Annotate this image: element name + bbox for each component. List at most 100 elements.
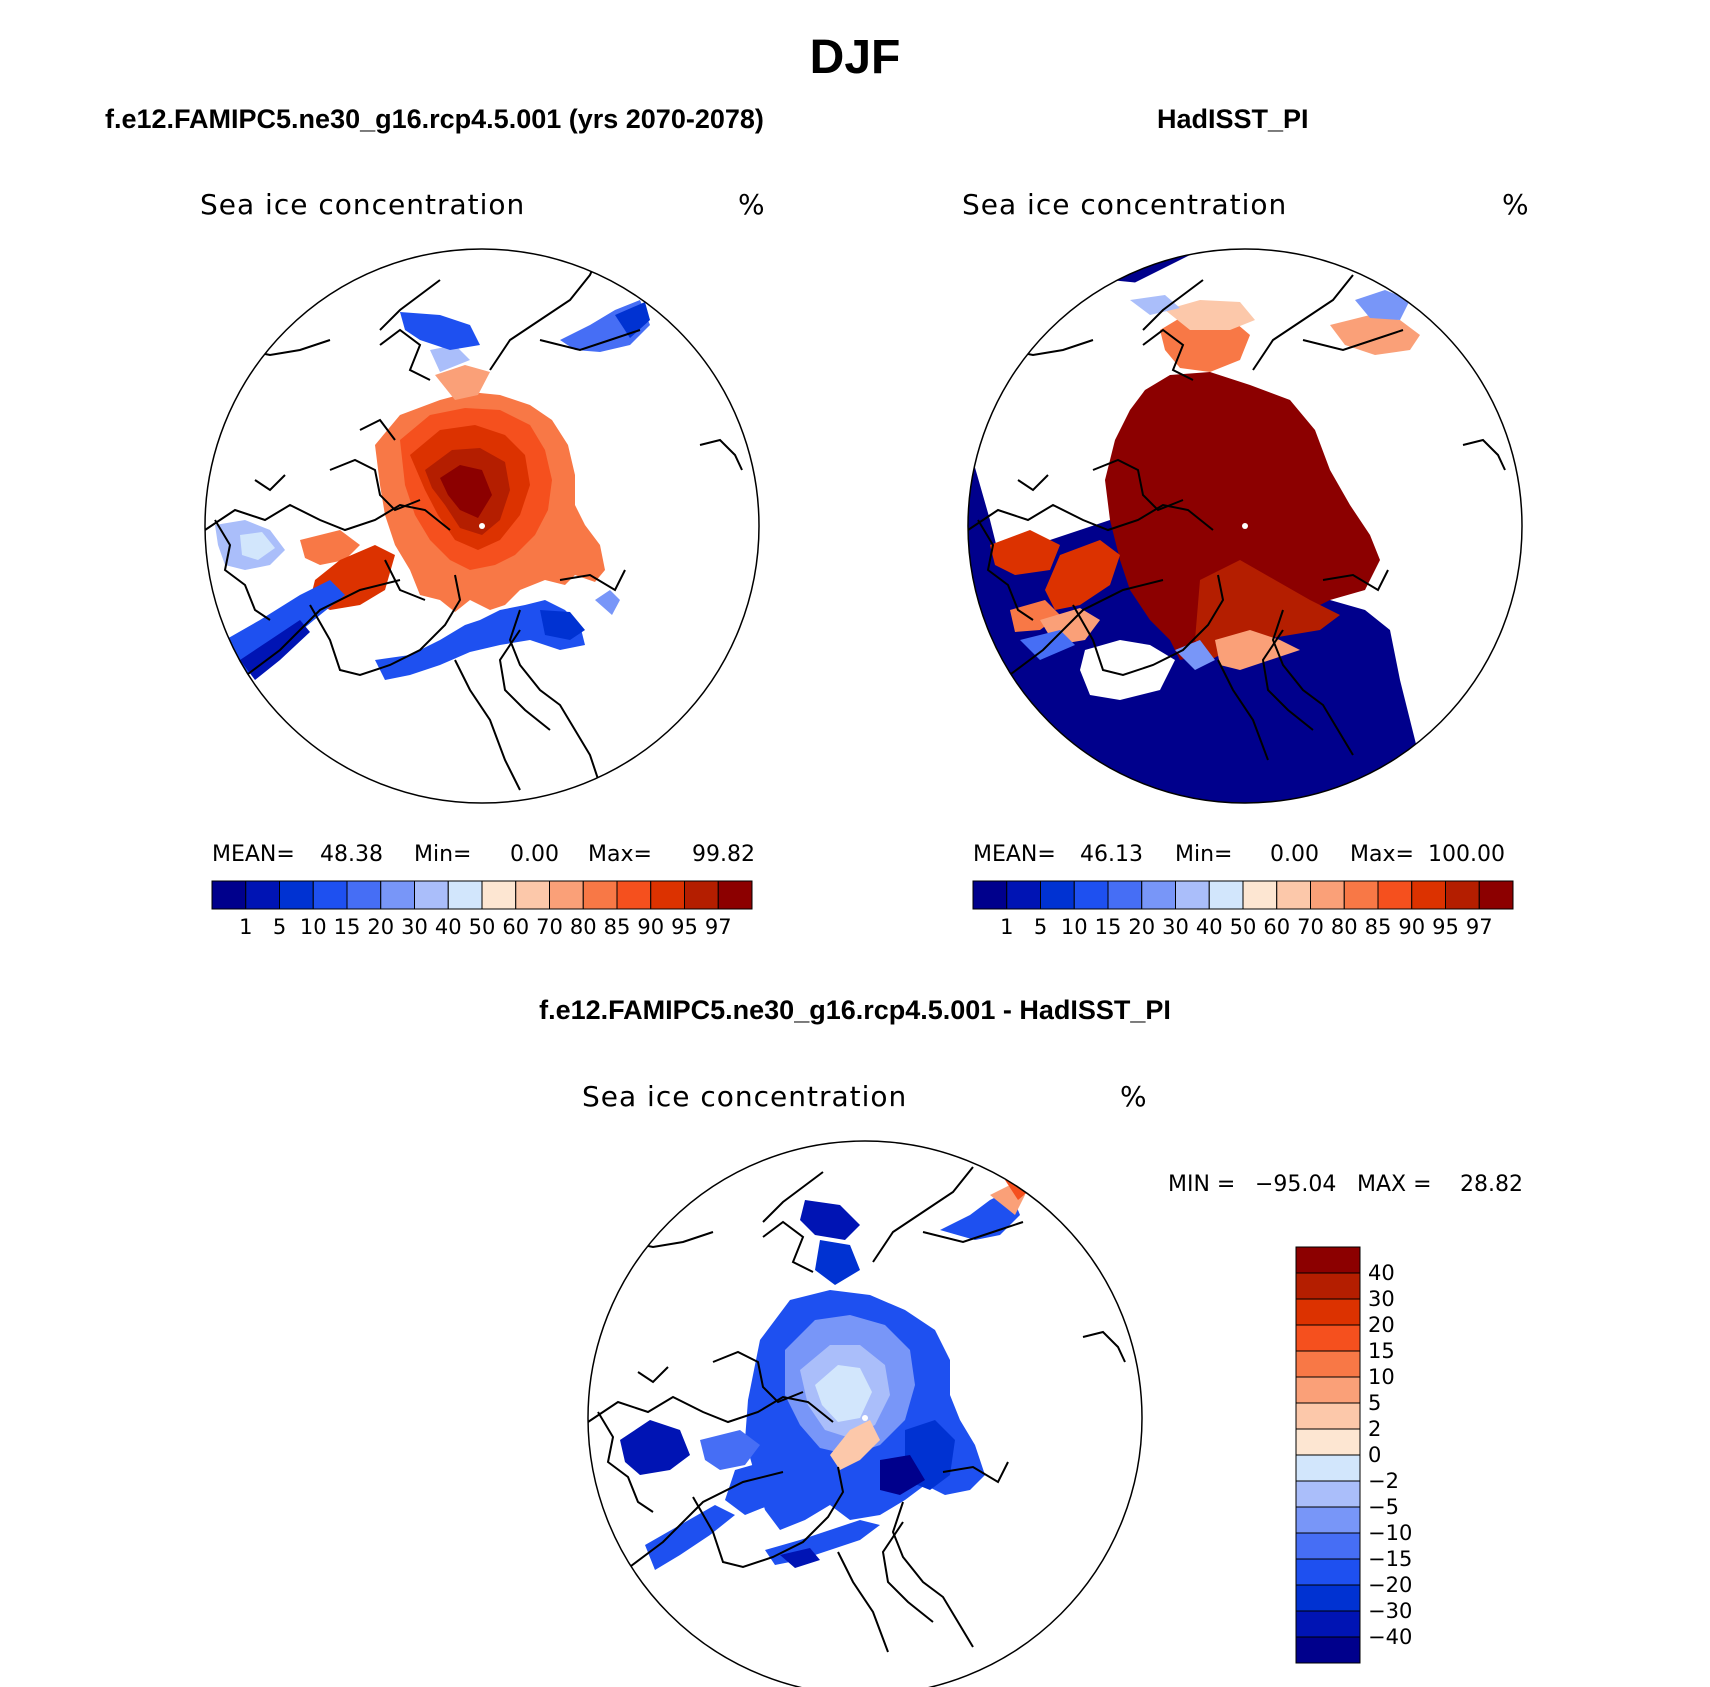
panel-1-mean-label: MEAN= [212, 842, 295, 867]
colorbar-3-swatch [1295, 1246, 1361, 1274]
colorbar-1-swatch [312, 880, 348, 910]
panel-3-max-label: MAX = [1357, 1172, 1432, 1197]
panel-2-max-value: 100.00 [1428, 842, 1505, 867]
panel-1-variable: Sea ice concentration [200, 188, 526, 221]
colorbar-1-swatch [211, 880, 247, 910]
colorbar-1-swatch [684, 880, 719, 910]
colorbar-3-swatch [1295, 1610, 1361, 1638]
panel-1-units: % [738, 188, 766, 221]
colorbar-1-tick-label: 80 [569, 915, 597, 939]
colorbar-3-tick-label: 20 [1368, 1313, 1395, 1337]
colorbar-3-tick-label: −2 [1368, 1469, 1399, 1493]
colorbar-1-tick-label: 95 [671, 915, 698, 939]
colorbar-2-swatch [1411, 880, 1446, 910]
colorbar-1-swatch [346, 880, 382, 910]
colorbar-2-swatch [972, 880, 1008, 910]
colorbar-2-swatch [1310, 880, 1345, 910]
colorbar-3-swatch [1295, 1272, 1361, 1300]
colorbar-3-tick-label: 0 [1368, 1443, 1382, 1467]
colorbar-1-tick-label: 90 [637, 915, 665, 939]
colorbar-1-tick-label: 5 [272, 915, 287, 939]
colorbar-2-swatch [1040, 880, 1075, 910]
colorbar-1-swatch [717, 880, 753, 910]
colorbar-2-swatch [1478, 880, 1514, 910]
colorbar-3-swatch [1295, 1558, 1361, 1586]
panel-2-title: HadISST_PI [1157, 104, 1309, 134]
colorbar-2-tick-label: 60 [1263, 915, 1291, 939]
colorbar-3-tick-label: −20 [1368, 1573, 1413, 1597]
colorbar-2-swatch [1276, 880, 1311, 910]
panel-3-difference-field [620, 1175, 1030, 1570]
figure-title: DJF [809, 31, 901, 84]
colorbar-3-tick-label: −10 [1368, 1521, 1413, 1545]
colorbar-2-tick-label: 80 [1330, 915, 1358, 939]
colorbar-3-swatch [1295, 1532, 1361, 1560]
panel-2-max-label: Max= [1350, 842, 1414, 867]
colorbar-3-swatch [1295, 1324, 1361, 1352]
panel-1-min-label: Min= [414, 842, 472, 867]
colorbar-1-swatch [245, 880, 280, 910]
colorbar-3-swatch [1295, 1584, 1361, 1612]
colorbar-1-tick-label: 15 [333, 915, 361, 939]
colorbar-1-tick-label: 50 [468, 915, 496, 939]
colorbar-1-swatch [616, 880, 652, 910]
colorbar-3-tick-label: 30 [1368, 1287, 1395, 1311]
panel-3-coastlines [588, 1166, 1126, 1653]
colorbar-2-swatch [1141, 880, 1176, 910]
panel-3-max-value: 28.82 [1460, 1172, 1523, 1197]
colorbar-3-tick-label: 5 [1368, 1391, 1382, 1415]
panel-1-max-label: Max= [588, 842, 652, 867]
panel-2-mean-label: MEAN= [973, 842, 1056, 867]
colorbar-3-tick-label: 2 [1368, 1417, 1382, 1441]
colorbar-2-tick-label: 97 [1465, 915, 1493, 939]
colorbar-2-tick-label: 95 [1432, 915, 1459, 939]
colorbar-3-tick-label: −5 [1368, 1495, 1399, 1519]
colorbar-3-swatch [1295, 1480, 1361, 1508]
colorbar-3-swatch [1295, 1350, 1361, 1378]
panel-1-mean-value: 48.38 [320, 842, 383, 867]
panel-3-variable: Sea ice concentration [582, 1080, 908, 1113]
colorbar-3-tick-label: 10 [1368, 1365, 1395, 1389]
colorbar-1-tick-label: 85 [603, 915, 631, 939]
colorbar-2-swatch [1445, 880, 1480, 910]
colorbar-3-tick-label: −40 [1368, 1625, 1413, 1649]
colorbar-1-swatch [380, 880, 415, 910]
colorbar-1-tick-label: 1 [239, 915, 253, 939]
colorbar-2-swatch [1006, 880, 1041, 910]
colorbar-1-tick-label: 40 [434, 915, 462, 939]
colorbar-1-tick-label: 97 [704, 915, 732, 939]
colorbar-2-swatch [1073, 880, 1109, 910]
panel-3-min-label: MIN = [1168, 1172, 1236, 1197]
colorbar-3-swatch [1295, 1376, 1361, 1404]
panel-1-min-value: 0.00 [510, 842, 559, 867]
colorbar-2-tick-label: 85 [1364, 915, 1392, 939]
colorbar-2-tick-label: 30 [1162, 915, 1189, 939]
colorbar-3-tick-label: 15 [1368, 1339, 1395, 1363]
panel-2-min-label: Min= [1175, 842, 1233, 867]
colorbar-1-swatch [515, 880, 550, 910]
panel-3-min-value: −95.04 [1255, 1172, 1337, 1197]
colorbar-2-swatch [1377, 880, 1413, 910]
panel-1-map [204, 248, 760, 804]
colorbar-1-tick-label: 60 [502, 915, 530, 939]
panel-3-title: f.e12.FAMIPC5.ne30_g16.rcp4.5.001 - HadI… [539, 995, 1171, 1025]
panel-2-mean-value: 46.13 [1080, 842, 1143, 867]
colorbar-1-swatch [650, 880, 685, 910]
colorbar-3-swatch [1295, 1506, 1361, 1534]
panel-1-title: f.e12.FAMIPC5.ne30_g16.rcp4.5.001 (yrs 2… [105, 104, 764, 134]
colorbar-2-tick-label: 90 [1398, 915, 1426, 939]
colorbar-2-swatch [1107, 880, 1143, 910]
colorbar-1-swatch [582, 880, 618, 910]
colorbar-2-swatch [1343, 880, 1379, 910]
colorbar-2-swatch [1175, 880, 1210, 910]
colorbar-1-tick-label: 30 [401, 915, 428, 939]
panel-2-colorbar [972, 880, 1514, 910]
colorbar-2-tick-label: 20 [1128, 915, 1156, 939]
panel-3-map [587, 1140, 1143, 1687]
colorbar-2-tick-label: 10 [1060, 915, 1088, 939]
colorbar-1-swatch [481, 880, 517, 910]
colorbar-3-swatch [1295, 1402, 1361, 1430]
colorbar-2-tick-label: 70 [1297, 915, 1324, 939]
colorbar-3-swatch [1295, 1454, 1361, 1482]
